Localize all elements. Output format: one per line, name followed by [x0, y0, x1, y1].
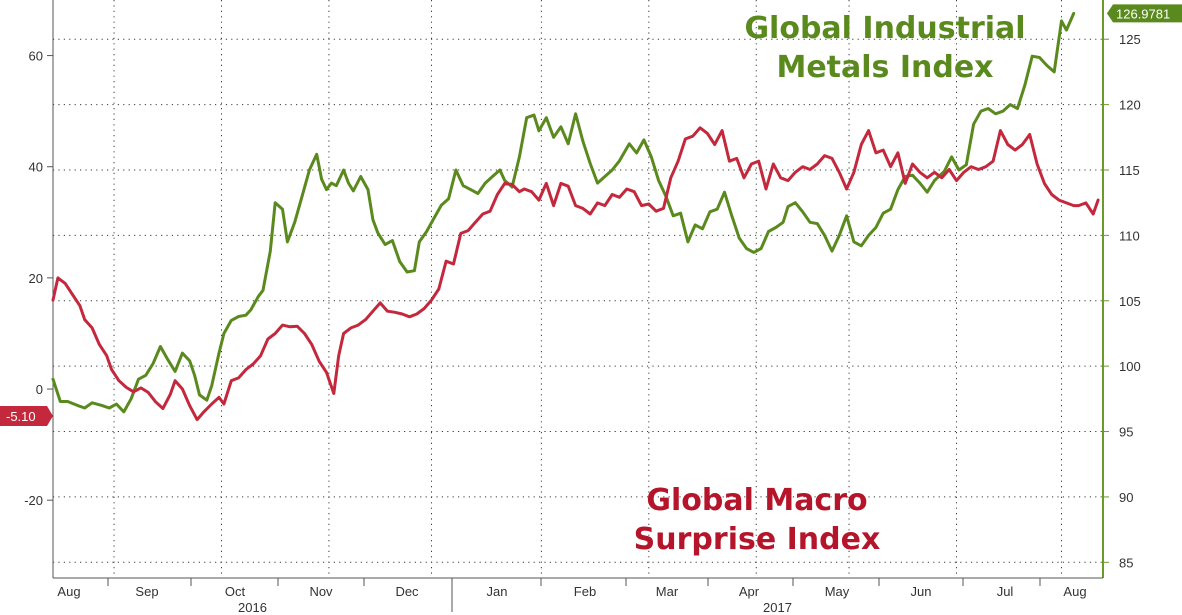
- macro-annotation-line1: Global Macro: [646, 483, 867, 518]
- y-right-tick-label: 100: [1119, 359, 1141, 374]
- left-axis: 60 40 20 0 -20: [24, 49, 53, 508]
- y-right-tick-label: 115: [1119, 163, 1140, 178]
- x-tick-label: Aug: [57, 584, 80, 599]
- x-tick-label: Aug: [1063, 584, 1086, 599]
- y-right-tick-label: 90: [1119, 490, 1133, 505]
- gridlines: [53, 0, 1103, 578]
- metals-last-value-badge: 126.9781: [1107, 4, 1182, 23]
- month-separators: [52, 0, 1104, 612]
- x-tick-label: Jul: [997, 584, 1014, 599]
- x-axis-month-labels: Aug Sep Oct Nov Dec Jan Feb Mar Apr May Jun Jul Aug: [57, 584, 1086, 599]
- y-left-tick-label: 60: [29, 49, 43, 64]
- y-right-tick-label: 105: [1119, 294, 1141, 309]
- macro-annotation-line2: Surprise Index: [634, 522, 881, 557]
- y-right-tick-label: 85: [1119, 555, 1133, 570]
- x-tick-label: Dec: [395, 584, 419, 599]
- x-tick-label: Feb: [574, 584, 596, 599]
- x-tick-label: Oct: [225, 584, 246, 599]
- y-right-tick-label: 110: [1119, 228, 1140, 243]
- x-tick-label: Mar: [656, 584, 679, 599]
- y-right-tick-label: 125: [1119, 32, 1141, 47]
- x-axis-year-labels: 2016 2017: [238, 600, 792, 615]
- x-tick-label: May: [825, 584, 850, 599]
- x-tick-label: Sep: [135, 584, 158, 599]
- series-layer: [51, 11, 1100, 422]
- metals-last-value-text: 126.9781: [1116, 6, 1170, 21]
- x-tick-label: Jun: [911, 584, 932, 599]
- macro-last-value-text: -5.10: [6, 409, 36, 424]
- macro-surprise-line: [51, 126, 1100, 422]
- y-right-tick-label: 120: [1119, 98, 1141, 113]
- metals-annotation-line1: Global Industrial: [744, 11, 1025, 46]
- metals-annotation-line2: Metals Index: [776, 50, 993, 85]
- x-year-label: 2017: [763, 600, 792, 615]
- y-left-tick-label: 0: [36, 382, 43, 397]
- x-tick-label: Nov: [309, 584, 333, 599]
- y-left-tick-label: -20: [24, 493, 43, 508]
- x-year-label: 2016: [238, 600, 267, 615]
- last-value-badges: 126.9781 -5.10: [0, 4, 1182, 426]
- x-tick-label: Apr: [739, 584, 760, 599]
- y-right-tick-label: 95: [1119, 425, 1133, 440]
- right-axis: 125 120 115 110 105 100 95 90 85: [1103, 32, 1141, 570]
- macro-last-value-badge: -5.10: [0, 406, 53, 426]
- metals-index-line: [51, 11, 1076, 414]
- y-left-tick-label: 20: [29, 271, 43, 286]
- x-tick-label: Jan: [487, 584, 508, 599]
- y-left-tick-label: 40: [29, 160, 43, 175]
